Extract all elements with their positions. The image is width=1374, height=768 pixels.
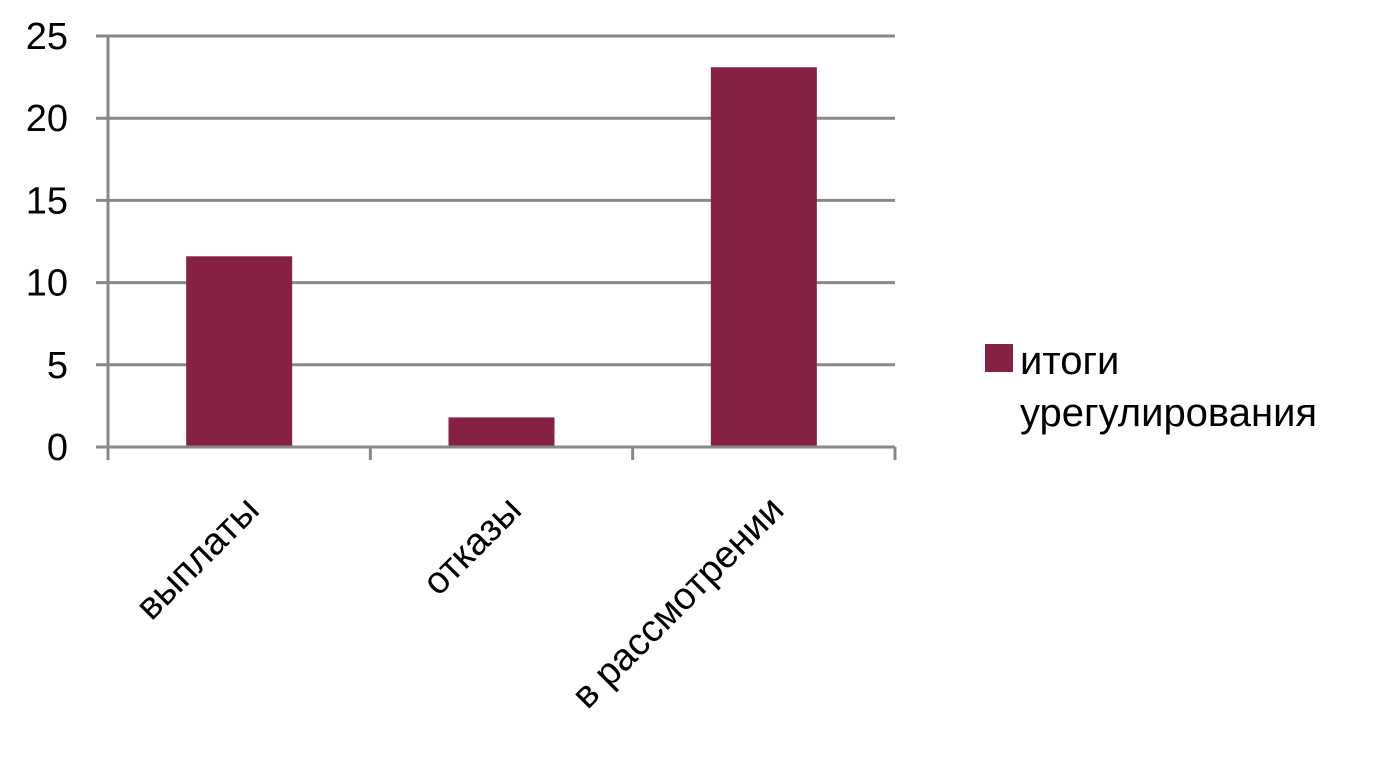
legend-label-line2: урегулирования (1020, 391, 1317, 435)
bar (711, 67, 817, 447)
x-category-label: выплаты (128, 489, 267, 628)
y-tick-label: 20 (26, 98, 68, 140)
y-tick-label: 10 (26, 263, 68, 305)
y-tick-label: 15 (26, 180, 68, 222)
y-tick-label: 5 (47, 345, 68, 387)
legend-swatch (985, 344, 1013, 372)
x-category-labels: выплаты отказы в рассмотрении (128, 489, 792, 717)
legend: итоги урегулирования (985, 339, 1317, 435)
bars (186, 67, 817, 447)
legend-label-line1: итоги (1020, 339, 1119, 383)
y-tick-labels: 0 5 10 15 20 25 (26, 16, 68, 469)
y-tick-label: 0 (47, 427, 68, 469)
y-tick-label: 25 (26, 16, 68, 58)
bar (449, 417, 555, 447)
bar (186, 256, 292, 447)
x-category-label: отказы (415, 489, 530, 604)
x-category-label: в рассмотрении (564, 489, 792, 717)
